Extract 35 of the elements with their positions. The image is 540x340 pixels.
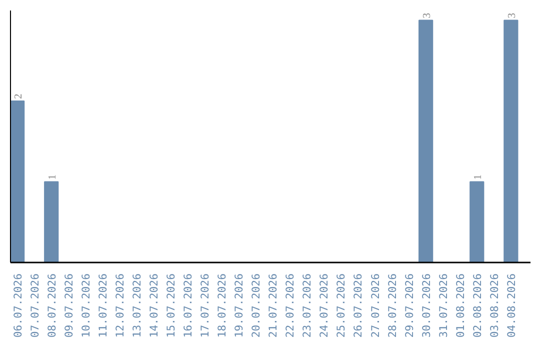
x-tick-label: 14.07.2026 [147, 274, 160, 338]
x-tick-label: 23.07.2026 [300, 274, 314, 338]
x-tick-label: 21.07.2026 [266, 274, 280, 338]
x-tick-label: 30.07.2026 [420, 274, 433, 338]
x-tick-label: 10.07.2026 [79, 274, 92, 338]
x-tick-label: 11.07.2026 [96, 274, 110, 338]
x-tick-label: 25.07.2026 [334, 274, 348, 338]
data-label: 3 [506, 12, 518, 18]
x-tick-label: 16.07.2026 [182, 274, 195, 338]
data-label: 2 [13, 94, 24, 99]
x-tick-label: 03.08.2026 [488, 274, 501, 338]
x-tick-label: 20.07.2026 [250, 274, 263, 338]
x-tick-label: 15.07.2026 [164, 274, 178, 338]
x-tick-label: 01.08.2026 [454, 274, 467, 338]
x-tick-label: 04.08.2026 [504, 274, 518, 338]
x-tick-label: 17.07.2026 [198, 274, 212, 338]
x-tick-label: 27.07.2026 [368, 274, 382, 338]
x-tick-label: 24.07.2026 [318, 274, 331, 338]
x-tick-label: 22.07.2026 [284, 274, 297, 338]
x-tick-label: 18.07.2026 [216, 274, 229, 338]
x-tick-label: 29.07.2026 [402, 274, 416, 338]
x-tick-label: 19.07.2026 [232, 274, 246, 338]
x-tick-label: 02.08.2026 [470, 274, 484, 338]
x-tick-label: 09.07.2026 [62, 274, 76, 338]
data-label: 3 [422, 12, 433, 18]
x-tick-label: 26.07.2026 [352, 274, 365, 338]
x-tick-label: 06.07.2026 [11, 274, 24, 338]
x-tick-label: 07.07.2026 [28, 274, 42, 338]
x-tick-label: 31.07.2026 [436, 274, 450, 338]
x-tick-label: 28.07.2026 [386, 274, 399, 338]
data-label: 1 [47, 174, 58, 180]
x-tick-label: 12.07.2026 [113, 274, 126, 338]
x-tick-label: 13.07.2026 [130, 274, 144, 338]
x-tick-label: 08.07.2026 [45, 274, 58, 338]
data-label: 1 [472, 174, 484, 180]
